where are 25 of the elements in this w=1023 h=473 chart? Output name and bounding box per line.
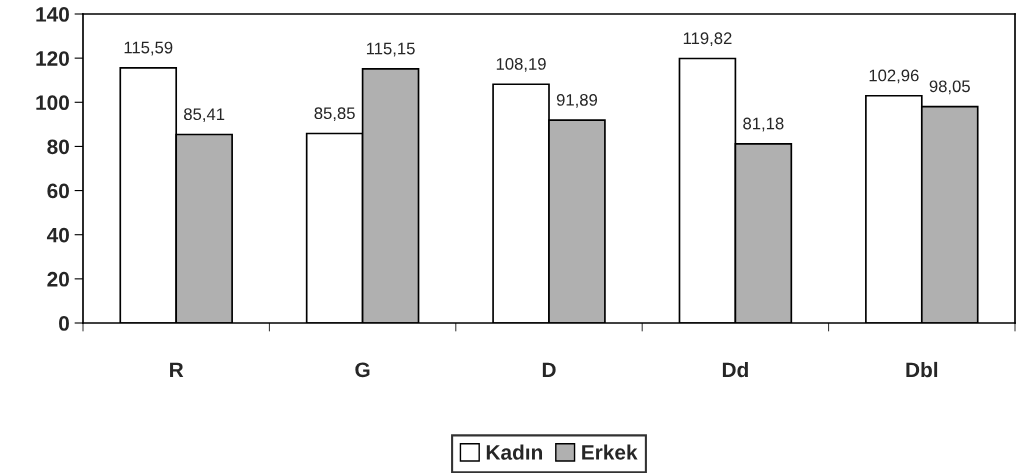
- legend-label: Erkek: [582, 444, 638, 460]
- data-label: 85,41: [184, 108, 225, 123]
- y-tick-label: 60: [47, 183, 69, 199]
- y-tick-label: 40: [46, 227, 69, 243]
- x-tick-label: G: [355, 362, 370, 378]
- data-label: 119,82: [683, 32, 732, 47]
- y-tick-label: 80: [47, 139, 69, 155]
- y-tick-label: 140: [36, 7, 69, 22]
- x-tick-label: Dbl: [906, 361, 938, 378]
- y-tick-label: 120: [36, 51, 69, 66]
- data-label: 102,96: [869, 69, 919, 84]
- data-label: 115,59: [124, 41, 173, 56]
- data-label: 85,85: [314, 107, 355, 122]
- data-label: 98,05: [929, 80, 970, 95]
- legend-label: Kadın: [486, 444, 543, 460]
- data-label: 81,18: [743, 117, 784, 132]
- data-label: 108,19: [496, 58, 546, 72]
- x-tick-label: Dd: [722, 361, 748, 378]
- y-tick-label: 20: [47, 271, 69, 287]
- x-tick-label: R: [170, 362, 184, 377]
- data-label: 91,89: [556, 93, 598, 108]
- y-tick-label: 100: [36, 95, 69, 111]
- y-tick-label: 0: [59, 316, 69, 331]
- data-label: 115,15: [366, 42, 415, 57]
- x-tick-label: D: [542, 362, 556, 377]
